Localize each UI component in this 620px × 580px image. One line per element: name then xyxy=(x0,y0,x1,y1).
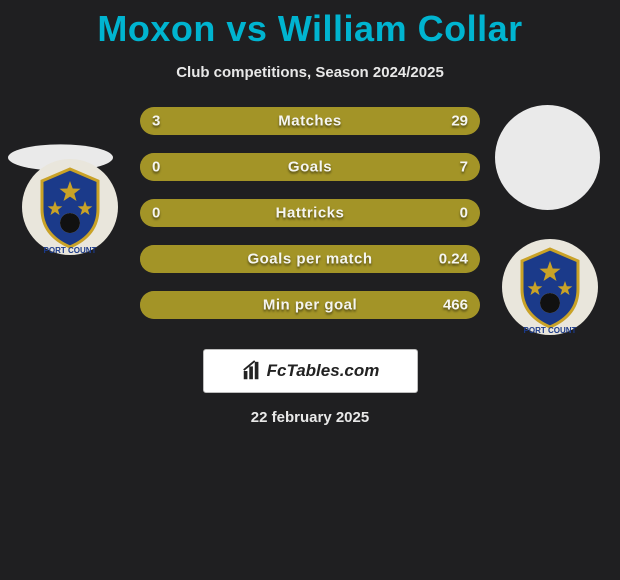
subtitle: Club competitions, Season 2024/2025 xyxy=(0,64,620,81)
stat-row: 3 Matches 29 xyxy=(140,107,480,135)
crest-icon: PORT COUNT xyxy=(500,237,600,337)
stat-label: Min per goal xyxy=(263,297,357,314)
stat-row: 0 Hattricks 0 xyxy=(140,199,480,227)
player-right-club-crest: PORT COUNT xyxy=(500,237,600,337)
stat-label: Hattricks xyxy=(276,205,345,222)
bar-chart-icon xyxy=(241,360,263,382)
date-label: 22 february 2025 xyxy=(0,409,620,426)
stat-value-right: 7 xyxy=(460,159,468,176)
svg-text:PORT COUNT: PORT COUNT xyxy=(524,326,577,335)
svg-text:PORT COUNT: PORT COUNT xyxy=(44,246,97,255)
stat-label: Goals per match xyxy=(247,251,372,268)
stat-value-left: 0 xyxy=(152,205,160,222)
comparison-area: PORT COUNT PORT COUNT 3Matches290Goals70… xyxy=(0,107,620,337)
stat-label: Matches xyxy=(278,113,342,130)
stat-value-right: 0.24 xyxy=(439,251,468,268)
stat-row: 0 Goals 7 xyxy=(140,153,480,181)
stat-value-left: 3 xyxy=(152,113,160,130)
stat-value-left: 0 xyxy=(152,159,160,176)
player-right-avatar xyxy=(495,105,600,210)
stat-row: Min per goal 466 xyxy=(140,291,480,319)
brand-logo-box: FcTables.com xyxy=(203,349,418,393)
player-left-club-crest: PORT COUNT xyxy=(20,157,120,257)
stat-row: Goals per match 0.24 xyxy=(140,245,480,273)
stat-value-right: 29 xyxy=(451,113,468,130)
stat-label: Goals xyxy=(288,159,332,176)
page-title: Moxon vs William Collar xyxy=(0,0,620,50)
crest-icon: PORT COUNT xyxy=(20,157,120,257)
stat-bars-container: 3 Matches 29 0 Goals 7 0 Hattricks 0 Goals per ma… xyxy=(140,107,480,337)
stat-value-right: 466 xyxy=(443,297,468,314)
brand-name: FcTables.com xyxy=(267,361,380,381)
stat-value-right: 0 xyxy=(460,205,468,222)
